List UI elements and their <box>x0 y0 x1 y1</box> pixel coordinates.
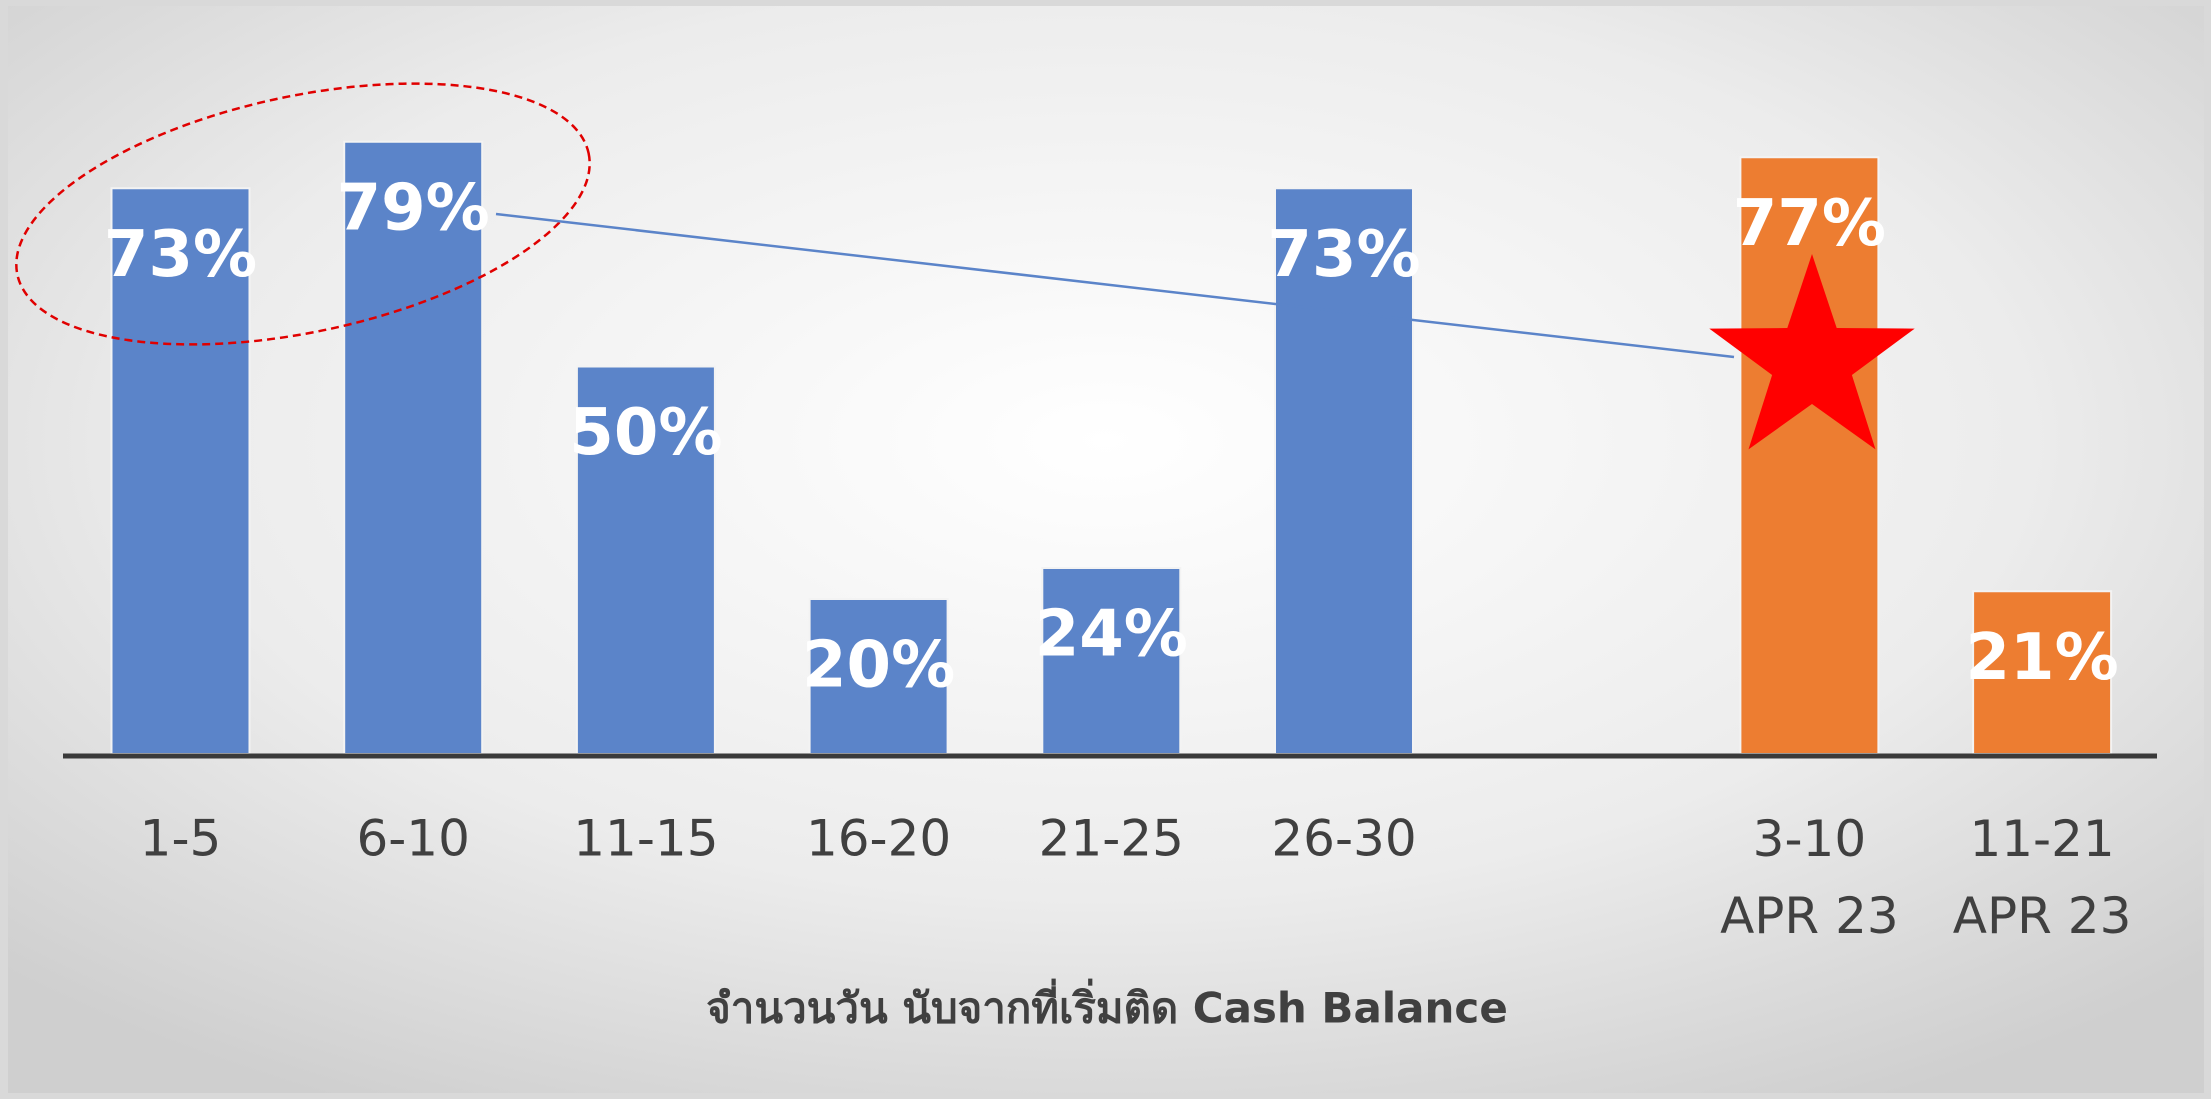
x-tick-label: 6-10 <box>356 810 469 868</box>
data-label: 50% <box>569 396 722 470</box>
x-tick-label: 21-25 <box>1039 810 1184 868</box>
data-label: 79% <box>337 171 490 245</box>
x-tick-label-line: APR 23 <box>1953 887 2132 945</box>
data-label: 77% <box>1733 187 1886 261</box>
bar <box>1739 156 1880 755</box>
x-tick-label: 16-20 <box>806 810 951 868</box>
bar <box>808 598 949 755</box>
highlight-ellipse <box>15 82 591 346</box>
bar <box>1274 187 1414 755</box>
annotations <box>15 82 1915 450</box>
x-tick-label: 26-30 <box>1271 810 1416 868</box>
bar <box>575 365 716 755</box>
x-tick-label: 11-15 <box>573 810 718 868</box>
x-tick-label: 3-10 APR 23 <box>1720 810 1899 945</box>
data-label: 21% <box>1966 621 2119 695</box>
x-tick-label: 11-21 APR 23 <box>1953 810 2132 945</box>
plot: 1-5 73% 6-10 79% 11-15 50% 16-20 20% 21-25 24% 26-… <box>104 140 2132 945</box>
bar <box>1041 567 1182 755</box>
bar <box>110 187 251 755</box>
x-tick-label: 1-5 <box>140 810 222 868</box>
x-tick-label-line: 11-21 <box>1969 810 2114 868</box>
x-tick-label-line: 3-10 <box>1753 810 1866 868</box>
data-label: 24% <box>1035 598 1188 672</box>
bar <box>1972 590 2113 755</box>
connector-line <box>495 212 1735 359</box>
data-label: 20% <box>802 629 955 703</box>
bar <box>343 140 484 755</box>
star <box>1709 254 1915 450</box>
data-label: 73% <box>1267 218 1420 292</box>
data-label: 73% <box>104 218 257 292</box>
x-tick-label-line: APR 23 <box>1720 887 1899 945</box>
x-axis-title: จำนวนวัน นับจากที่เริ่มติด Cash Balance <box>706 979 1508 1033</box>
